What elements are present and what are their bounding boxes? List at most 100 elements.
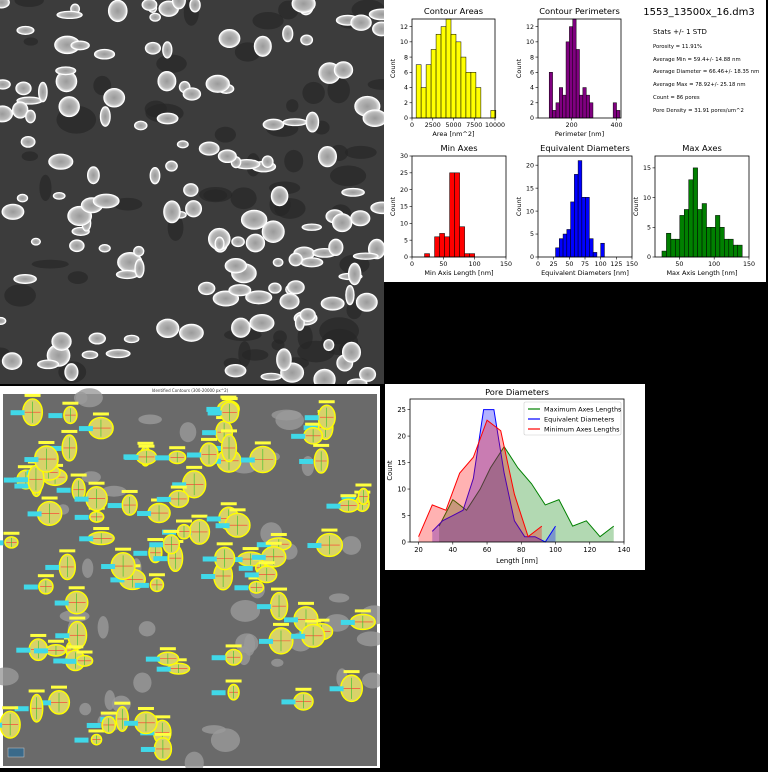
y-tick-label: 0 (530, 254, 534, 261)
background-particle (138, 621, 156, 637)
series-area (418, 420, 542, 542)
pore-particle (249, 314, 275, 332)
y-tick-label: 10 (526, 208, 534, 215)
contour-id-label (138, 444, 155, 448)
contour-stats-label (0, 722, 3, 728)
y-tick-label: 2 (404, 100, 408, 107)
histogram-bar (562, 94, 567, 119)
dark-pit (21, 151, 38, 161)
pore-particle (301, 223, 323, 231)
pore-particle (25, 109, 36, 124)
histogram-bar (548, 72, 553, 119)
contour-id-label (51, 685, 68, 689)
contour-stats-label (16, 647, 31, 653)
contour-id-label (3, 531, 20, 535)
pore-particle (81, 350, 99, 360)
background-particle (244, 633, 256, 656)
contour-id-label (271, 587, 288, 591)
contour-stats-label (56, 487, 71, 493)
pore-particle (37, 359, 60, 370)
pore-particle (16, 193, 29, 203)
y-tick-label: 15 (643, 165, 651, 172)
pore-particle (262, 118, 285, 131)
pore-particle (20, 135, 36, 148)
dark-pit (271, 339, 285, 351)
chart-title: Contour Perimeters (539, 6, 620, 16)
contour-stats-label (238, 565, 253, 571)
pore-particle (347, 262, 362, 286)
x-axis-label: Equivalent Diameters [nm] (541, 269, 629, 277)
x-tick-label: 60 (483, 546, 492, 554)
contour-stats-label (3, 477, 18, 483)
contour-id-label (297, 601, 314, 605)
dark-pit (67, 271, 88, 284)
pore-particle (105, 349, 131, 359)
contour-stats-label (134, 582, 149, 588)
contour-id-label (61, 429, 78, 433)
dark-pit (302, 81, 325, 105)
background-particle (79, 702, 92, 716)
x-tick-label: 50 (439, 261, 447, 268)
contour-id-label (220, 502, 237, 506)
y-tick-label: 15 (526, 185, 534, 192)
contour-stats-label (207, 410, 222, 416)
x-tick-label: 0 (536, 261, 540, 268)
pore-particle (48, 153, 74, 170)
background-particle (271, 658, 284, 667)
x-tick-label: 0 (410, 261, 414, 268)
dark-pit (330, 165, 367, 187)
histogram-bar (710, 227, 716, 258)
histogram-bar (589, 238, 594, 258)
histogram-bar (444, 236, 450, 258)
contour-stats-label (149, 542, 164, 548)
contour-id-label (248, 576, 265, 580)
histogram-bar (600, 242, 605, 258)
histogram-bar (454, 172, 460, 258)
pore-particle (362, 109, 388, 128)
histogram-bar (439, 233, 445, 258)
contour-id-label (2, 706, 19, 710)
pore-particle (156, 112, 179, 125)
x-tick-label: 200 (566, 122, 578, 129)
pore-particle (313, 368, 336, 391)
contour-id-label (100, 711, 117, 715)
background-particle (210, 728, 241, 752)
pore-particle (134, 258, 145, 279)
stats-filename: 1553_13500x_16.dm3 (643, 7, 755, 18)
histogram-bar (701, 203, 707, 258)
contour-id-label (340, 494, 357, 498)
histogram-bar (460, 56, 467, 119)
histogram-canvas: 1553_13500x_16.dm3 Stats +/- 1 STD Poros… (389, 6, 759, 277)
pore-particle (182, 87, 202, 101)
max-axes-histogram: 50 100 150 0 5 10 15 Max Axes Max Axis Length [n… (632, 143, 755, 277)
chart-title: Equivalent Diameters (540, 143, 630, 153)
dark-pit (319, 317, 360, 345)
contour-id-label (186, 465, 203, 469)
dark-pit (252, 12, 284, 30)
x-tick-label: 10000 (485, 122, 505, 129)
pore-particle (183, 183, 199, 197)
pore-particle (288, 252, 303, 267)
contour-id-label (24, 393, 41, 397)
contour-stats-label (140, 746, 155, 752)
histogram-bar (683, 209, 689, 258)
contour-stats-label (155, 455, 170, 461)
contour-stats-label (74, 496, 89, 502)
contour-stats-label (187, 452, 202, 458)
contour-stats-label (201, 573, 216, 579)
contour-id-label (354, 609, 371, 613)
histogram-bar (566, 229, 571, 258)
x-tick-label: 40 (448, 546, 457, 554)
histogram-bar (475, 87, 482, 119)
contour-id-label (154, 732, 171, 736)
dark-pit (93, 75, 112, 96)
pore-particle (58, 96, 80, 118)
contour-stats-label (54, 600, 69, 606)
x-tick-label: 400 (610, 122, 622, 129)
dark-pit (31, 259, 69, 269)
histogram-bar (465, 72, 472, 119)
background-particle (271, 409, 302, 421)
pore-particle (279, 293, 300, 310)
pore-particle (245, 290, 273, 305)
dark-pit (156, 54, 187, 74)
